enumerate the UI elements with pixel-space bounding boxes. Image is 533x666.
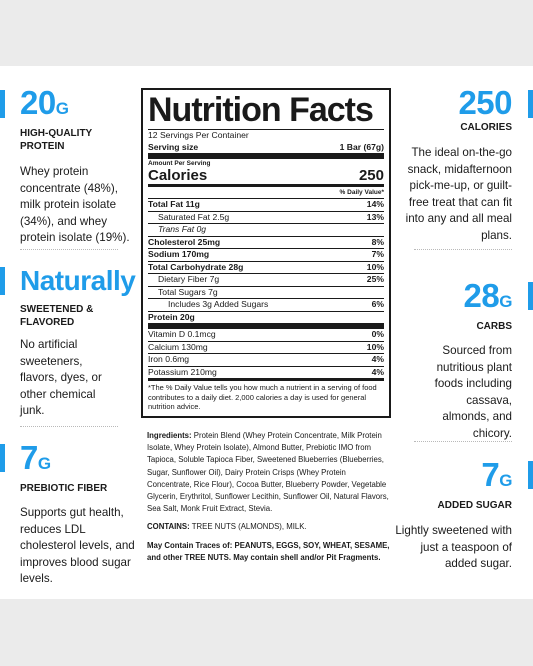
protein-unit: G: [55, 99, 69, 118]
divider: [414, 249, 512, 250]
accent-bar: [0, 267, 5, 295]
nutrient-dv: 13%: [366, 211, 384, 222]
nutrition-facts-label: Nutrition Facts 12 Servings Per Containe…: [141, 88, 391, 418]
nutrient-dv: 8%: [371, 236, 384, 247]
sugar-desc: Lightly sweetened with just a teaspoon o…: [395, 524, 512, 570]
nutrient-row: Dietary Fiber 7g 25%: [148, 273, 384, 286]
nutrient-row: Total Fat 11g 14%: [148, 198, 384, 211]
nutrient-row: Trans Fat 0g: [148, 223, 384, 236]
divider: [20, 426, 118, 427]
protein-label: HIGH-QUALITY PROTEIN: [20, 128, 93, 152]
nutrient-name: Saturated Fat 2.5g: [158, 211, 230, 222]
nutrient-dv: 14%: [366, 199, 384, 209]
nutrient-dv: 25%: [366, 274, 384, 284]
nutrient-name: Trans Fat 0g: [158, 224, 207, 234]
nutrient-name: Potassium 210mg: [148, 366, 217, 377]
nutrient-row: Vitamin D 0.1mcg 0%: [148, 323, 384, 341]
nutrient-dv: 4%: [371, 366, 384, 377]
nutrient-name: Sodium 170mg: [148, 249, 210, 259]
contains-label: CONTAINS:: [147, 522, 190, 532]
calories-value: 250: [458, 84, 512, 121]
nutrient-dv: 4%: [371, 354, 384, 364]
carbs-callout: 28G CARBS Sourced from nutritious plant …: [397, 277, 513, 442]
nutrient-row: Total Carbohydrate 28g 10%: [148, 260, 384, 274]
nutrient-name: Calcium 130mg: [148, 341, 208, 352]
nutrient-row: Protein 20g: [148, 310, 384, 324]
ingredients-text: Protein Blend (Whey Protein Concentrate,…: [147, 431, 389, 514]
natural-label: SWEETENED & FLAVORED: [20, 304, 94, 328]
nutrient-name: Protein 20g: [148, 311, 195, 322]
sugar-unit: G: [499, 471, 512, 490]
nutrient-name: Cholesterol 25mg: [148, 236, 221, 247]
fiber-callout: 7G PREBIOTIC FIBER Supports gut health, …: [20, 441, 140, 588]
carbs-desc: Sourced from nutritious plant foods incl…: [434, 344, 512, 440]
amount-per-serving: Amount Per Serving: [148, 160, 211, 167]
contains-text: TREE NUTS (ALMONDS), MILK.: [191, 522, 307, 532]
accent-bar: [528, 461, 533, 489]
nutrient-name: Total Fat 11g: [148, 199, 200, 209]
accent-bar: [0, 444, 5, 472]
accent-bar: [528, 282, 533, 310]
protein-value: 20: [20, 84, 56, 121]
natural-desc: No artificial sweeteners, flavors, dyes,…: [20, 338, 102, 417]
accent-bar: [0, 90, 5, 118]
fiber-desc: Supports gut health, reduces LDL cholest…: [20, 506, 135, 585]
nutrient-dv: 6%: [371, 299, 384, 309]
nutrition-title: Nutrition Facts: [148, 91, 374, 129]
sugar-label: ADDED SUGAR: [437, 500, 512, 511]
nutrient-dv: 10%: [366, 261, 384, 272]
nutrient-dv: 7%: [371, 249, 384, 259]
nutrient-name: Iron 0.6mg: [148, 354, 190, 364]
nutrient-dv: 0%: [371, 329, 384, 339]
nutrient-row: Calcium 130mg 10%: [148, 340, 384, 354]
daily-value-header: % Daily Value*: [339, 189, 384, 196]
nutrient-name: Includes 3g Added Sugars: [168, 299, 269, 309]
fiber-label: PREBIOTIC FIBER: [20, 483, 108, 494]
fiber-value: 7: [20, 439, 38, 476]
ingredients-label: Ingredients:: [147, 431, 192, 440]
carbs-value: 28: [463, 277, 500, 314]
protein-callout: 20G HIGH-QUALITY PROTEIN Whey protein co…: [20, 86, 135, 247]
sugar-value: 7: [481, 456, 500, 493]
traces-text: May Contain Traces of: PEANUTS, EGGS, SO…: [147, 540, 390, 562]
calories-callout: 250 CALORIES The ideal on-the-go snack, …: [397, 84, 513, 244]
nutrient-rows: Total Fat 11g 14% Saturated Fat 2.5g 13% Tra…: [148, 198, 384, 378]
accent-bar: [528, 90, 533, 118]
daily-value-footnote: *The % Daily Value tells you how much a …: [148, 378, 384, 412]
nutrient-dv: 10%: [366, 341, 384, 352]
natural-callout: Naturally SWEETENED & FLAVORED No artifi…: [20, 264, 136, 420]
calories-desc: The ideal on-the-go snack, midafternoon …: [405, 146, 512, 242]
divider: [414, 441, 512, 442]
nutrient-name: Total Carbohydrate 28g: [148, 261, 244, 272]
serving-size-row: Serving size 1 Bar (67g): [148, 141, 384, 152]
nutrient-row: Total Sugars 7g: [148, 285, 384, 299]
divider: [20, 249, 118, 250]
ingredients-block: Ingredients: Protein Blend (Whey Protein…: [147, 430, 391, 564]
calories-row: Calories 250: [148, 167, 384, 184]
natural-value: Naturally: [20, 265, 136, 296]
nutrient-name: Total Sugars 7g: [158, 286, 218, 297]
nutrient-name: Vitamin D 0.1mcg: [148, 329, 216, 339]
nutrient-row: Cholesterol 25mg 8%: [148, 235, 384, 249]
nutrient-row: Iron 0.6mg 4%: [148, 353, 384, 366]
carbs-unit: G: [499, 292, 512, 311]
calories-label: CALORIES: [460, 122, 512, 133]
nutrient-row: Saturated Fat 2.5g 13%: [148, 210, 384, 224]
fiber-unit: G: [37, 454, 51, 473]
nutrient-row: Potassium 210mg 4%: [148, 365, 384, 379]
nutrient-row: Includes 3g Added Sugars 6%: [148, 298, 384, 311]
protein-desc: Whey protein concentrate (48%), milk pro…: [20, 165, 130, 244]
servings-per-container: 12 Servings Per Container: [148, 130, 249, 140]
nutrient-name: Dietary Fiber 7g: [158, 274, 220, 284]
carbs-label: CARBS: [476, 321, 512, 332]
sugar-callout: 7G ADDED SUGAR Lightly sweetened with ju…: [387, 458, 512, 573]
nutrient-row: Sodium 170mg 7%: [148, 248, 384, 261]
